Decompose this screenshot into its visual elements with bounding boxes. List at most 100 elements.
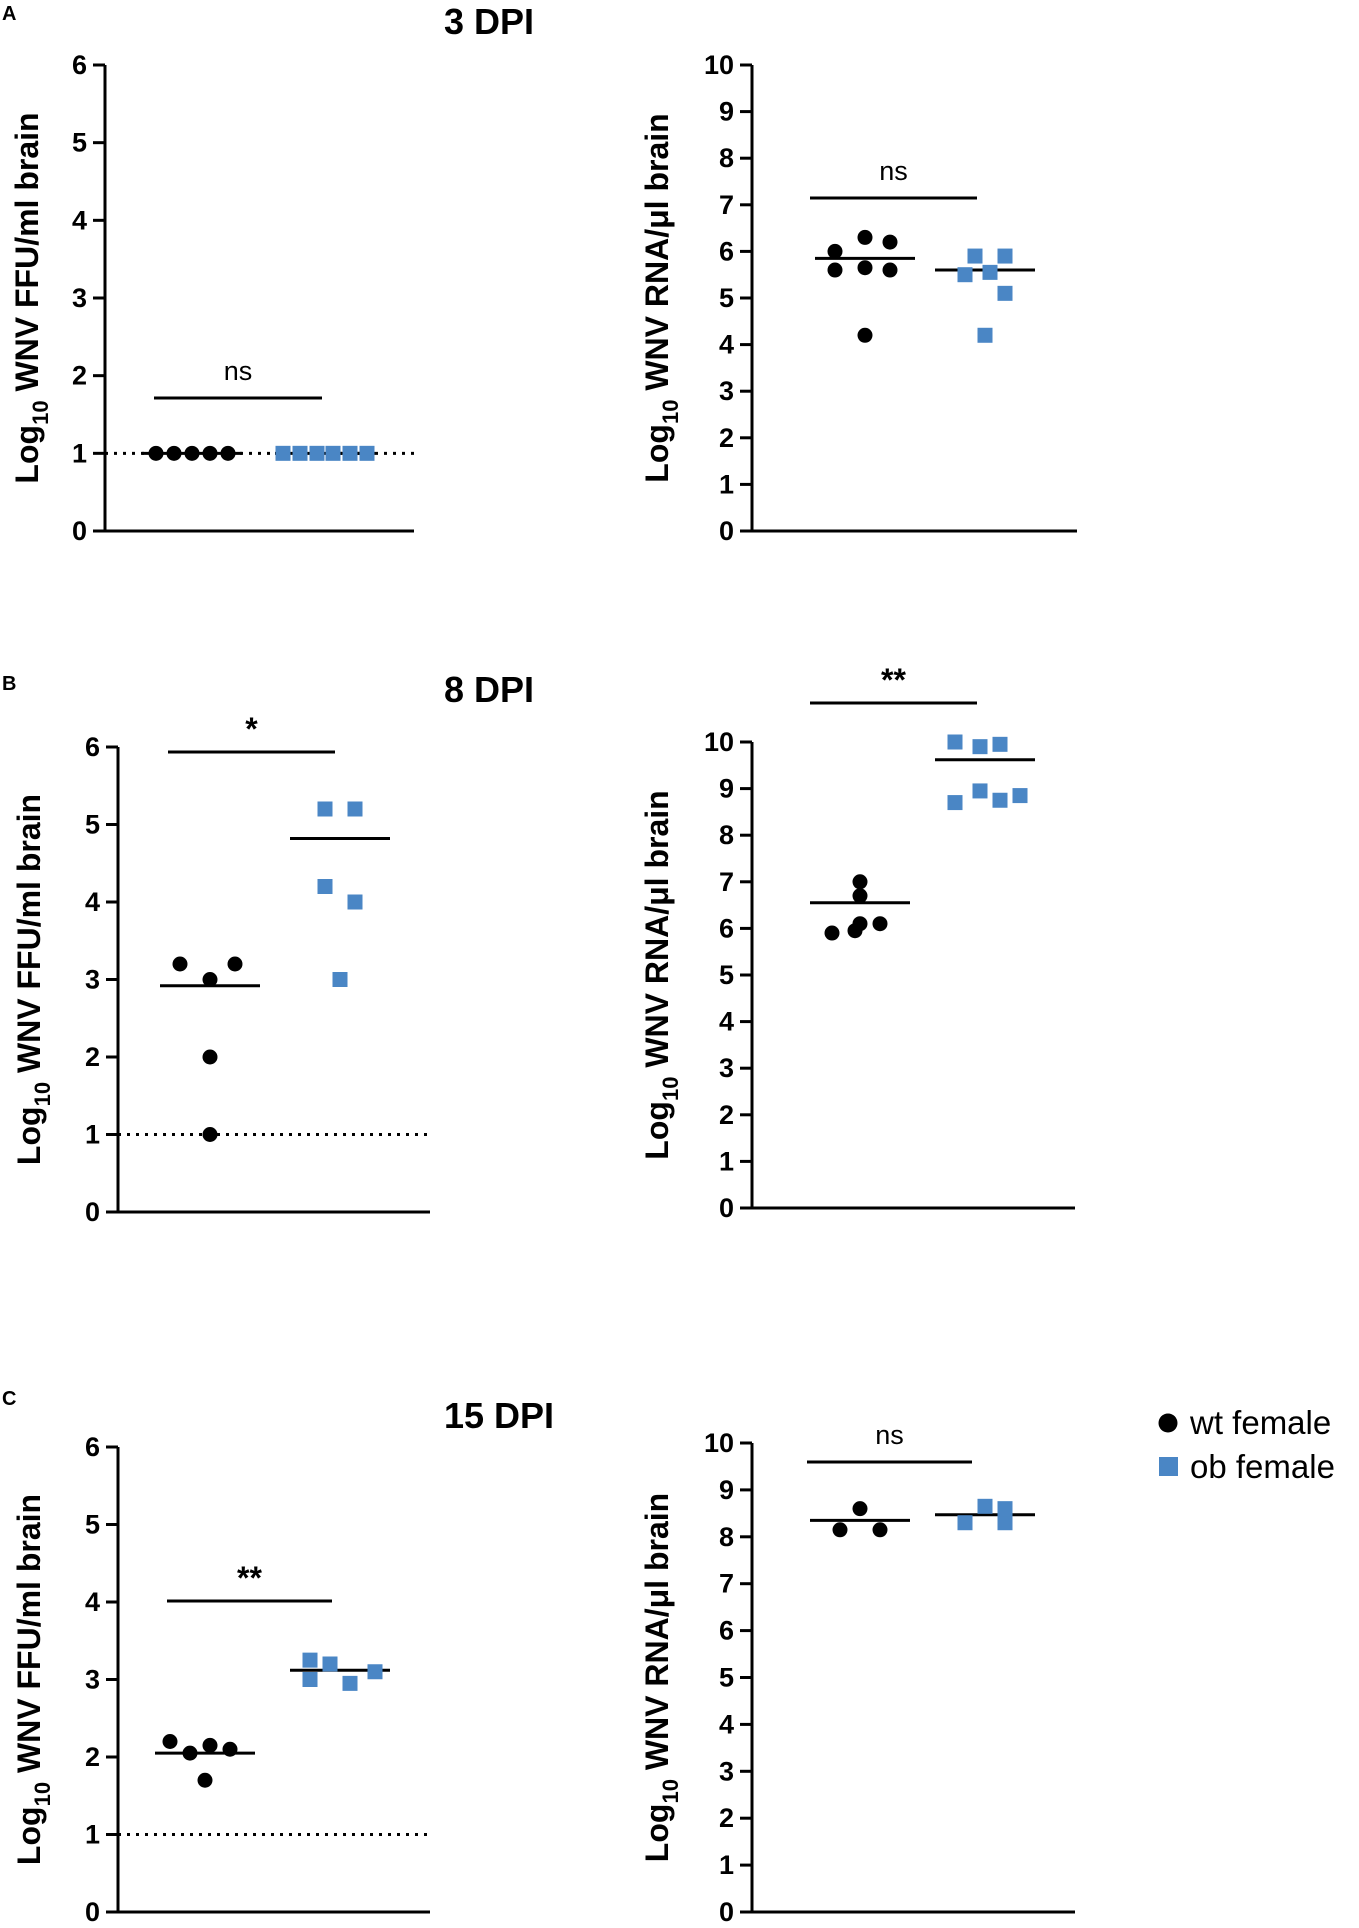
y-tick-label: 3 [85,1665,100,1695]
y-tick-label: 8 [719,820,734,850]
y-tick-label: 0 [719,1193,734,1223]
y-tick-label: 5 [719,1663,734,1693]
wt-data-point [202,1127,218,1142]
wt-data-point [182,1745,198,1761]
significance-label: ns [879,156,908,186]
wt-data-point [222,1741,238,1757]
panel-letter-c: C [2,1388,16,1410]
y-tick-label: 2 [719,1100,734,1130]
y-tick-label: 1 [85,1120,100,1150]
ob-data-point [997,248,1013,264]
ob-data-point [347,894,363,910]
y-tick-label: 1 [719,1146,734,1176]
wt-data-point [872,916,888,932]
y-tick-label: 3 [719,1756,734,1786]
ob-data-point [957,1515,973,1531]
panel-letter-b: B [2,673,16,695]
y-axis-label: Log10 WNV RNA/μl brain [639,113,683,482]
wt-data-point [827,262,843,278]
y-tick-label: 4 [85,887,100,917]
y-tick-label: 6 [72,50,87,80]
ob-data-point [977,1498,993,1514]
y-tick-label: 6 [719,1616,734,1646]
wt-data-point [202,972,218,987]
wt-data-point [162,1734,178,1749]
y-tick-label: 5 [85,810,100,840]
y-tick-label: 7 [719,867,734,897]
wt-data-point [857,327,873,343]
wt-data-point [202,445,218,461]
legend-ob-label: ob female [1190,1448,1335,1485]
ob-data-point [1012,788,1028,804]
chart-a-ffu: 0 1 2 3 4 5 6 Log10 WNV FFU/ml brain ns [9,50,414,546]
y-tick-label: 1 [72,438,87,468]
ob-data-point [947,795,963,811]
y-axis-label: Log10 WNV FFU/ml brain [11,794,55,1165]
ob-data-point [325,445,341,461]
y-tick-label: 8 [719,143,734,173]
y-tick-label: 7 [719,190,734,220]
ob-data-point [317,879,333,894]
y-tick-label: 2 [719,1803,734,1833]
wt-data-point [832,1522,848,1538]
wt-data-point [184,445,200,461]
wt-data-point [857,260,873,276]
y-axis-label: Log10 WNV RNA/μl brain [639,1493,683,1862]
y-tick-label: 5 [719,283,734,313]
y-tick-label: 0 [719,516,734,546]
wt-data-point [172,956,188,972]
y-tick-label: 1 [719,1850,734,1880]
chart-a-rna: 0 1 2 3 4 5 6 7 8 9 10 Log10 WNV RNA/μl brain ns [639,50,1077,546]
wt-data-point [197,1772,213,1788]
y-tick-label: 5 [72,128,87,158]
chart-b-rna: 0 1 2 3 4 5 6 7 8 9 10 Log10 WNV RNA/μl brain ** [639,662,1075,1223]
ob-data-point [302,1672,318,1687]
wt-data-point [148,445,164,461]
ob-data-point [332,972,348,987]
y-tick-label: 4 [719,1007,734,1037]
legend-ob-marker [1159,1457,1178,1476]
ob-data-point [342,445,358,461]
ob-data-point [342,1675,358,1691]
significance-label: ** [881,662,906,698]
chart-c-rna: 0 1 2 3 4 5 6 7 8 9 10 Log10 WNV RNA/μl brain ns [639,1420,1075,1927]
wt-data-point [857,229,873,245]
ob-data-point [947,734,963,750]
wt-data-point [202,1049,218,1065]
y-tick-label: 10 [704,50,734,80]
ob-data-point [275,445,291,461]
y-tick-label: 6 [85,732,100,762]
wt-data-point [220,445,236,461]
panel-letter-a: A [2,3,16,25]
y-tick-label: 9 [719,1475,734,1505]
y-axis-label: Log10 WNV FFU/ml brain [11,1494,55,1865]
y-tick-label: 3 [85,965,100,995]
y-tick-label: 4 [719,330,734,360]
y-tick-label: 4 [719,1709,734,1739]
ob-data-point [967,248,983,264]
y-tick-label: 0 [719,1897,734,1927]
y-tick-label: 4 [72,205,87,235]
y-tick-label: 9 [719,774,734,804]
significance-label: ns [875,1420,904,1450]
ob-data-point [367,1664,383,1680]
chart-b-ffu: 0 1 2 3 4 5 6 Log10 WNV FFU/ml brain * [11,711,430,1227]
wt-data-point [827,243,843,259]
ob-data-point [992,792,1008,808]
y-axis-label: Log10 WNV RNA/μl brain [639,790,683,1159]
y-tick-label: 3 [719,1053,734,1083]
ob-data-point [957,267,973,283]
wt-data-point [202,1737,218,1753]
ob-data-point [309,445,325,461]
ob-data-point [302,1652,318,1668]
y-tick-label: 2 [85,1042,100,1072]
ob-data-point [997,1515,1013,1531]
ob-data-point [322,1656,338,1672]
y-tick-label: 0 [85,1897,100,1927]
legend-wt-marker [1158,1413,1178,1433]
y-tick-label: 10 [704,1428,734,1458]
y-tick-label: 3 [719,376,734,406]
chart-c-ffu: 0 1 2 3 4 5 6 Log10 WNV FFU/ml brain ** [11,1432,430,1927]
wt-data-point [852,888,868,904]
